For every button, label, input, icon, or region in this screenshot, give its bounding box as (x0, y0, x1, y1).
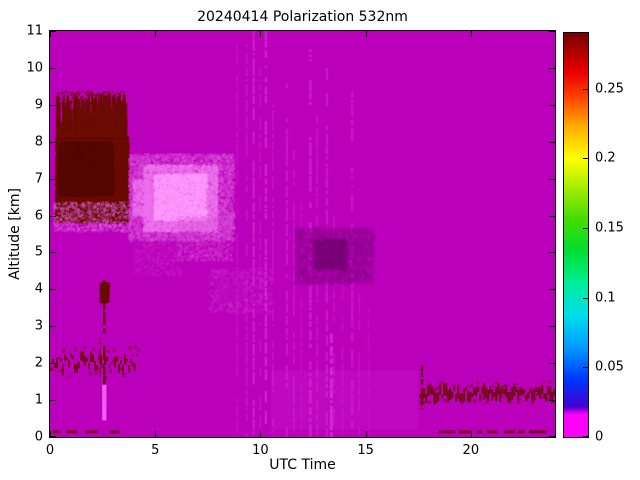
y-axis-label: Altitude [km] (7, 188, 23, 280)
y-tick-label: 5 (34, 244, 43, 260)
colorbar-tick-label: 0.25 (595, 81, 624, 97)
colorbar-tick-label: 0.1 (595, 290, 616, 306)
x-axis-label: UTC Time (269, 457, 336, 473)
colorbar-tick-label: 0.05 (595, 359, 624, 375)
y-tick-label: 9 (34, 97, 43, 113)
x-tick-label: 20 (462, 443, 480, 458)
y-tick-label: 0 (34, 429, 43, 445)
heatmap-canvas (49, 30, 556, 438)
x-tick-label: 10 (252, 443, 269, 458)
colorbar-tick-label: 0 (595, 429, 604, 445)
y-tick-label: 11 (26, 23, 43, 39)
y-tick-label: 6 (34, 208, 43, 224)
chart-title: 20240414 Polarization 532nm (197, 9, 408, 25)
x-tick-label: 0 (45, 443, 55, 458)
y-tick-label: 1 (34, 392, 43, 408)
y-tick-label: 10 (26, 60, 43, 76)
colorbar (563, 32, 589, 438)
y-tick-label: 7 (34, 171, 43, 187)
y-tick-label: 3 (34, 318, 43, 334)
colorbar-tick-label: 0.2 (595, 150, 616, 166)
x-tick-label: 5 (151, 443, 160, 458)
x-tick-label: 15 (357, 443, 374, 458)
colorbar-tick-label: 0.15 (595, 220, 624, 236)
y-tick-label: 8 (34, 134, 43, 150)
y-tick-label: 2 (34, 355, 43, 371)
y-tick-label: 4 (34, 281, 43, 297)
